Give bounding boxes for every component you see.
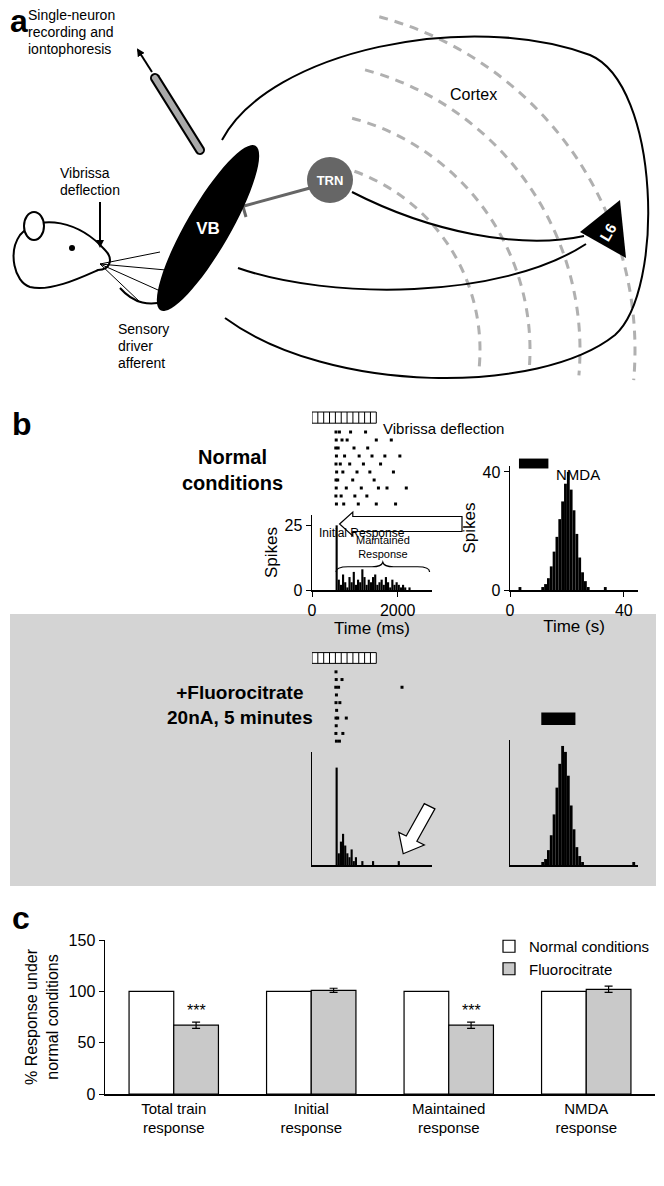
svg-text:TRN: TRN xyxy=(317,173,344,188)
svg-text:L6: L6 xyxy=(596,220,619,244)
svg-text:Initialresponse: Initialresponse xyxy=(280,1100,342,1137)
svg-text:c: c xyxy=(12,900,30,936)
svg-text:40: 40 xyxy=(483,464,501,481)
svg-text:Normalconditions: Normalconditions xyxy=(182,446,283,494)
svg-text:Spikes: Spikes xyxy=(262,527,281,578)
svg-text:25: 25 xyxy=(285,517,303,534)
svg-text:Fluorocitrate: Fluorocitrate xyxy=(529,961,612,978)
svg-text:NMDA: NMDA xyxy=(556,466,600,483)
svg-text:MaintainedResponse: MaintainedResponse xyxy=(356,534,410,560)
svg-text:Initial Response: Initial Response xyxy=(319,526,405,540)
svg-text:NMDAresponse: NMDAresponse xyxy=(555,1100,617,1137)
svg-text:***: *** xyxy=(462,1002,481,1019)
svg-text:Cortex: Cortex xyxy=(450,86,497,103)
svg-text:100: 100 xyxy=(69,983,96,1000)
svg-text:0: 0 xyxy=(308,602,317,619)
svg-text:VB: VB xyxy=(196,219,220,238)
svg-text:150: 150 xyxy=(69,932,96,949)
svg-text:Time (ms): Time (ms) xyxy=(334,619,410,638)
svg-text:Single-neuronrecording andiont: Single-neuronrecording andiontophoresis xyxy=(28,7,115,57)
svg-text:+Fluorocitrate20nA, 5 minutes: +Fluorocitrate20nA, 5 minutes xyxy=(167,682,313,728)
svg-text:Total trainresponse: Total trainresponse xyxy=(141,1100,206,1137)
svg-text:Vibrissadeflection: Vibrissadeflection xyxy=(60,165,120,198)
svg-text:Maintainedresponse: Maintainedresponse xyxy=(412,1100,485,1137)
svg-text:Time (s): Time (s) xyxy=(543,617,605,636)
svg-text:a: a xyxy=(10,3,28,39)
svg-text:40: 40 xyxy=(615,602,633,619)
svg-text:50: 50 xyxy=(78,1034,96,1051)
svg-text:0: 0 xyxy=(293,582,302,599)
svg-text:0: 0 xyxy=(491,582,500,599)
svg-text:% Response undernormal conditi: % Response undernormal conditions xyxy=(23,948,61,1085)
svg-text:2000: 2000 xyxy=(380,602,416,619)
svg-text:Spikes: Spikes xyxy=(460,502,479,553)
svg-text:Normal conditions: Normal conditions xyxy=(529,938,649,955)
svg-text:Vibrissa deflection: Vibrissa deflection xyxy=(383,420,504,437)
svg-text:Sensorydriverafferent: Sensorydriverafferent xyxy=(118,321,169,371)
svg-text:0: 0 xyxy=(86,1086,95,1103)
svg-text:0: 0 xyxy=(506,602,515,619)
svg-text:b: b xyxy=(12,406,32,442)
svg-text:***: *** xyxy=(187,1002,206,1019)
